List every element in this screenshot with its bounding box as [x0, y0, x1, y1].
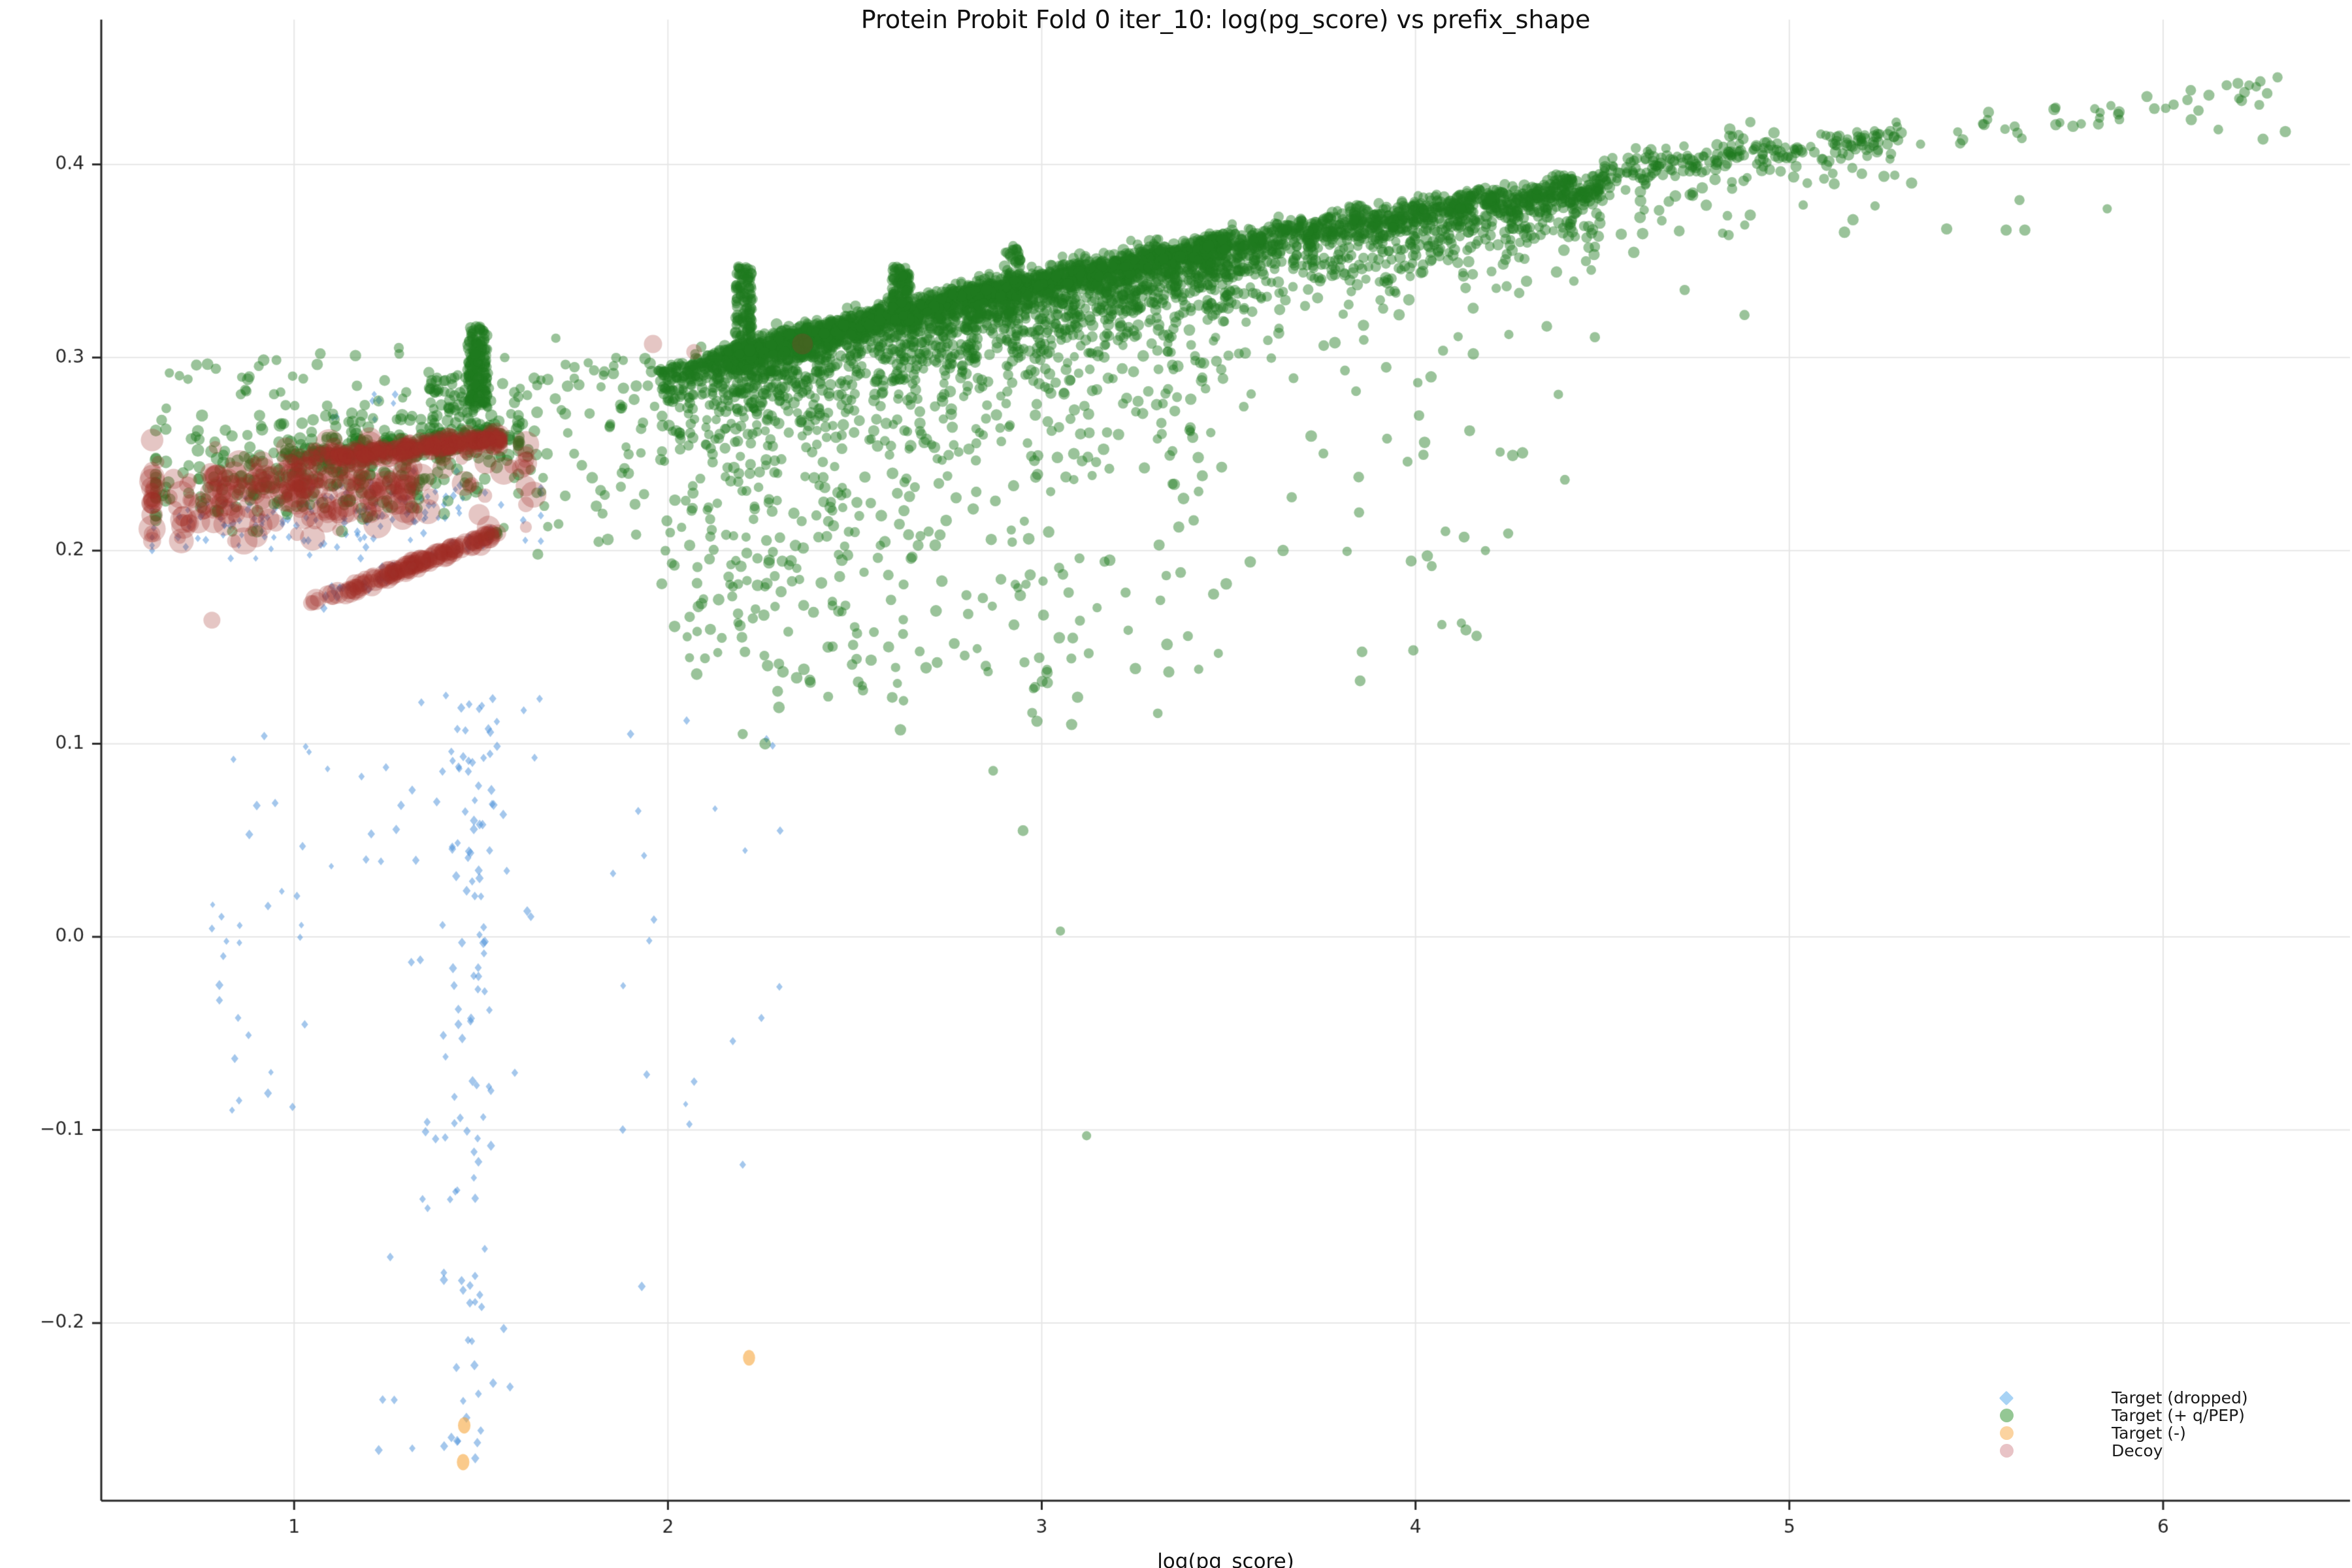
legend-entry-target-q-pep[interactable]: Target (+ q/PEP) — [1998, 1407, 2248, 1424]
legend-entry-target-dropped[interactable]: Target (dropped) — [1998, 1389, 2248, 1407]
legend-label: Decoy — [2112, 1441, 2163, 1460]
chart-title: Protein Probit Fold 0 iter_10: log(pg_sc… — [860, 5, 1591, 34]
circle-marker-icon — [1998, 1443, 2015, 1460]
legend-entry-target[interactable]: Target (-) — [1998, 1424, 2248, 1442]
diamond-marker-icon — [1998, 1390, 2015, 1407]
legend-swatch — [1999, 1390, 2014, 1405]
legend-swatch — [1999, 1409, 2014, 1422]
legend-label: Target (+ q/PEP) — [2112, 1406, 2245, 1425]
circle-marker-icon — [1998, 1425, 2015, 1442]
legend-label: Target (-) — [2112, 1424, 2186, 1443]
x-axis-label: log(pg_score) — [1157, 1550, 1294, 1568]
circle-marker-icon — [1998, 1407, 2015, 1424]
legend-swatch — [1999, 1444, 2014, 1458]
legend: Target (dropped) Target (+ q/PEP) Target (… — [1998, 1389, 2248, 1460]
legend-entry-decoy[interactable]: Decoy — [1998, 1442, 2248, 1460]
legend-label: Target (dropped) — [2112, 1388, 2248, 1407]
legend-swatch — [1999, 1426, 2014, 1440]
